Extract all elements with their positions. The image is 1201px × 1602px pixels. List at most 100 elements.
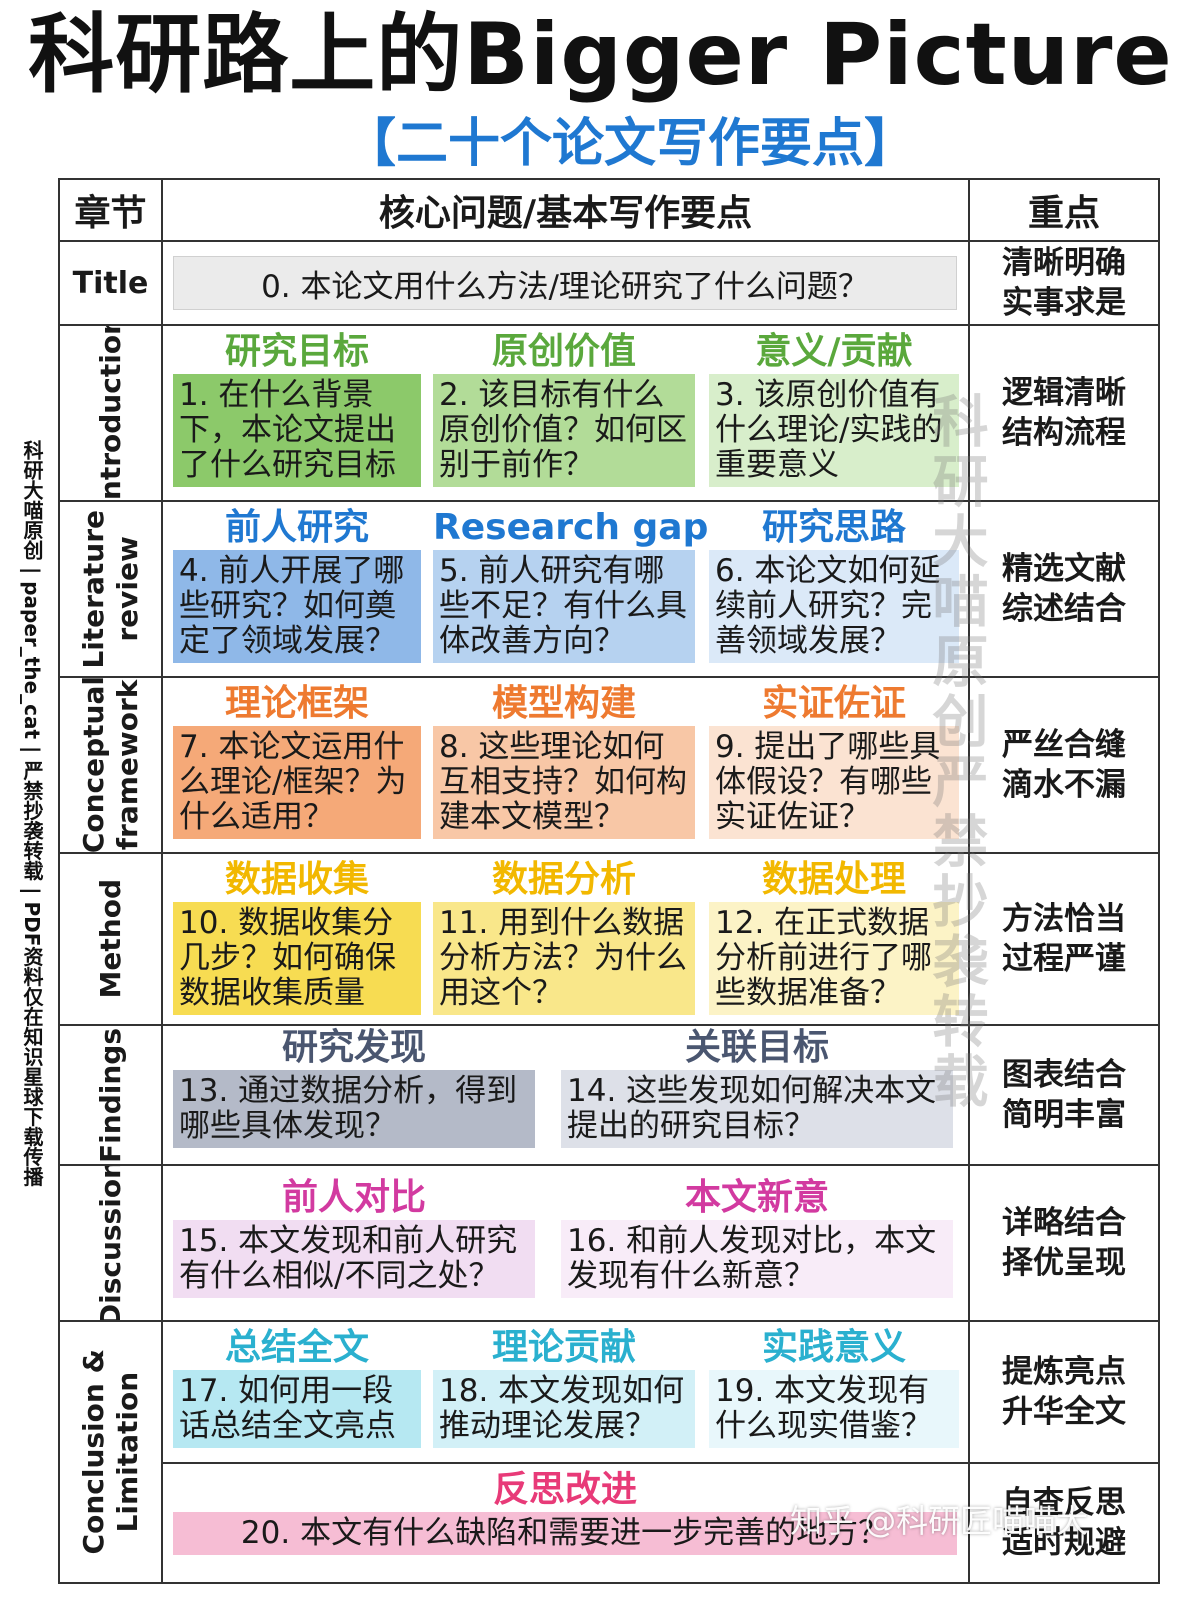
point-box: 18. 本文发现如何推动理论发展？ bbox=[433, 1370, 695, 1448]
page-subtitle: 【二十个论文写作要点】 bbox=[343, 114, 916, 174]
chapter-introduction: Introduction bbox=[60, 326, 163, 502]
discussion-content: 前人对比 15. 本文发现和前人研究有什么相似/不同之处？ 本文新意 16. 和… bbox=[163, 1166, 970, 1322]
point-column: 实证佐证 9. 提出了哪些具体假设？有哪些实证佐证？ bbox=[709, 678, 959, 852]
key-method: 方法恰当 过程严谨 bbox=[970, 854, 1160, 1026]
key-conclusion: 提炼亮点 升华全文 bbox=[970, 1322, 1160, 1464]
point-box: 16. 和前人发现对比，本文发现有什么新意？ bbox=[561, 1220, 953, 1298]
side-copyright-note: 科研大喵原创 | paper_the_cat | 严禁抄袭转载 | PDF资料仅… bbox=[20, 440, 44, 1187]
point-column: 前人研究 4. 前人开展了哪些研究？如何奠定了领域发展？ bbox=[173, 502, 421, 676]
point-box: 6. 本论文如何延续前人研究？完善领域发展？ bbox=[709, 550, 959, 663]
point-subtitle: 总结全文 bbox=[224, 1327, 369, 1368]
conceptual-content: 理论框架 7. 本论文运用什么理论/框架？为什么适用？ 模型构建 8. 这些理论… bbox=[163, 678, 970, 854]
point-subtitle: 数据处理 bbox=[761, 859, 906, 900]
point-box: 11. 用到什么数据分析方法？为什么用这个？ bbox=[433, 902, 695, 1015]
chapter-method: Method bbox=[60, 854, 163, 1026]
point-box: 4. 前人开展了哪些研究？如何奠定了领域发展？ bbox=[173, 550, 421, 663]
point-column: 数据收集 10. 数据收集分几步？如何确保数据收集质量 bbox=[173, 854, 421, 1024]
title-question-box: 0. 本论文用什么方法/理论研究了什么问题？ bbox=[173, 256, 957, 310]
point-subtitle: 反思改进 bbox=[492, 1469, 637, 1510]
point-column: 数据分析 11. 用到什么数据分析方法？为什么用这个？ bbox=[433, 854, 695, 1024]
point-box: 15. 本文发现和前人研究有什么相似/不同之处？ bbox=[173, 1220, 535, 1298]
point-box: 13. 通过数据分析，得到哪些具体发现？ bbox=[173, 1070, 535, 1148]
point-column: 实践意义 19. 本文发现有什么现实借鉴？ bbox=[709, 1322, 959, 1462]
point-subtitle: 原创价值 bbox=[491, 331, 636, 372]
point-column: 数据处理 12. 在正式数据分析前进行了哪些数据准备？ bbox=[709, 854, 959, 1024]
point-box: 3. 该原创价值有什么理论/实践的重要意义 bbox=[709, 374, 959, 487]
point-box: 14. 这些发现如何解决本文提出的研究目标？ bbox=[561, 1070, 953, 1148]
chapter-label: Conceptual framework bbox=[76, 678, 144, 854]
key-title: 清晰明确 实事求是 bbox=[970, 242, 1160, 326]
point-column: 意义/贡献 3. 该原创价值有什么理论/实践的重要意义 bbox=[709, 326, 959, 500]
chapter-title: Title bbox=[60, 242, 163, 326]
point-column: 反思改进 20. 本文有什么缺陷和需要进一步完善的地方？ bbox=[173, 1464, 957, 1582]
point-column: 理论贡献 18. 本文发现如何推动理论发展？ bbox=[433, 1322, 695, 1462]
point-column: 研究目标 1. 在什么背景下，本论文提出了什么研究目标 bbox=[173, 326, 421, 500]
key-reflection: 自查反思 适时规避 bbox=[970, 1464, 1160, 1584]
chapter-conclusion-limitation: Conclusion & Limitation bbox=[60, 1322, 163, 1584]
point-subtitle: 研究目标 bbox=[224, 331, 369, 372]
chapter-conceptual-framework: Conceptual framework bbox=[60, 678, 163, 854]
point-subtitle: Research gap bbox=[433, 507, 709, 548]
point-subtitle: 本文新意 bbox=[684, 1177, 829, 1218]
chapter-label: Conclusion & Limitation bbox=[76, 1349, 144, 1555]
point-subtitle: 理论贡献 bbox=[491, 1327, 636, 1368]
title-content: 0. 本论文用什么方法/理论研究了什么问题？ bbox=[163, 242, 970, 326]
point-box: 19. 本文发现有什么现实借鉴？ bbox=[709, 1370, 959, 1448]
point-subtitle: 研究发现 bbox=[281, 1027, 426, 1068]
point-subtitle: 数据收集 bbox=[224, 859, 369, 900]
conclusion-content: 总结全文 17. 如何用一段话总结全文亮点 理论贡献 18. 本文发现如何推动理… bbox=[163, 1322, 970, 1464]
point-column: 模型构建 8. 这些理论如何互相支持？如何构建本文模型？ bbox=[433, 678, 695, 852]
point-column: Research gap 5. 前人研究有哪些不足？有什么具体改善方向？ bbox=[433, 502, 709, 676]
point-box: 5. 前人研究有哪些不足？有什么具体改善方向？ bbox=[433, 550, 695, 663]
point-subtitle: 关联目标 bbox=[684, 1027, 829, 1068]
chapter-literature-review: Literature review bbox=[60, 502, 163, 678]
point-column: 研究发现 13. 通过数据分析，得到哪些具体发现？ bbox=[173, 1026, 535, 1164]
writing-points-table: 章节 核心问题/基本写作要点 重点 Title 0. 本论文用什么方法/理论研究… bbox=[58, 178, 1160, 1584]
point-box: 9. 提出了哪些具体假设？有哪些实证佐证？ bbox=[709, 726, 959, 839]
chapter-label: Literature review bbox=[76, 509, 144, 669]
header-core: 核心问题/基本写作要点 bbox=[163, 180, 970, 242]
page-title: 科研路上的Bigger Picture bbox=[28, 5, 1173, 105]
point-column: 本文新意 16. 和前人发现对比，本文发现有什么新意？ bbox=[561, 1172, 953, 1320]
point-subtitle: 模型构建 bbox=[491, 683, 636, 724]
point-subtitle: 数据分析 bbox=[491, 859, 636, 900]
chapter-findings: Findings bbox=[60, 1026, 163, 1166]
point-column: 总结全文 17. 如何用一段话总结全文亮点 bbox=[173, 1322, 421, 1462]
point-subtitle: 实证佐证 bbox=[761, 683, 906, 724]
point-subtitle: 意义/贡献 bbox=[755, 331, 913, 372]
point-box: 20. 本文有什么缺陷和需要进一步完善的地方？ bbox=[173, 1512, 957, 1555]
header-chapter: 章节 bbox=[60, 180, 163, 242]
point-column: 研究思路 6. 本论文如何延续前人研究？完善领域发展？ bbox=[709, 502, 959, 676]
header-key: 重点 bbox=[970, 180, 1160, 242]
key-conceptual-framework: 严丝合缝 滴水不漏 bbox=[970, 678, 1160, 854]
chapter-label: Findings bbox=[93, 1027, 127, 1163]
point-subtitle: 前人对比 bbox=[281, 1177, 426, 1218]
key-discussion: 详略结合 择优呈现 bbox=[970, 1166, 1160, 1322]
point-box: 2. 该目标有什么原创价值？如何区别于前作？ bbox=[433, 374, 695, 487]
point-box: 17. 如何用一段话总结全文亮点 bbox=[173, 1370, 421, 1448]
point-box: 10. 数据收集分几步？如何确保数据收集质量 bbox=[173, 902, 421, 1015]
key-findings: 图表结合 简明丰富 bbox=[970, 1026, 1160, 1166]
point-box: 7. 本论文运用什么理论/框架？为什么适用？ bbox=[173, 726, 421, 839]
point-box: 12. 在正式数据分析前进行了哪些数据准备？ bbox=[709, 902, 959, 1015]
point-subtitle: 理论框架 bbox=[224, 683, 369, 724]
chapter-label: Method bbox=[93, 879, 127, 999]
reflection-content: 反思改进 20. 本文有什么缺陷和需要进一步完善的地方？ bbox=[163, 1464, 970, 1584]
introduction-content: 研究目标 1. 在什么背景下，本论文提出了什么研究目标 原创价值 2. 该目标有… bbox=[163, 326, 970, 502]
literature-content: 前人研究 4. 前人开展了哪些研究？如何奠定了领域发展？ Research ga… bbox=[163, 502, 970, 678]
chapter-label: Title bbox=[72, 265, 149, 301]
point-subtitle: 前人研究 bbox=[224, 507, 369, 548]
point-subtitle: 研究思路 bbox=[761, 507, 906, 548]
key-literature-review: 精选文献 综述结合 bbox=[970, 502, 1160, 678]
chapter-label: Introduction bbox=[93, 326, 127, 502]
method-content: 数据收集 10. 数据收集分几步？如何确保数据收集质量 数据分析 11. 用到什… bbox=[163, 854, 970, 1026]
point-column: 理论框架 7. 本论文运用什么理论/框架？为什么适用？ bbox=[173, 678, 421, 852]
point-column: 原创价值 2. 该目标有什么原创价值？如何区别于前作？ bbox=[433, 326, 695, 500]
point-box: 8. 这些理论如何互相支持？如何构建本文模型？ bbox=[433, 726, 695, 839]
point-box: 1. 在什么背景下，本论文提出了什么研究目标 bbox=[173, 374, 421, 487]
key-introduction: 逻辑清晰 结构流程 bbox=[970, 326, 1160, 502]
point-column: 关联目标 14. 这些发现如何解决本文提出的研究目标？ bbox=[561, 1026, 953, 1164]
chapter-label: Discussion bbox=[93, 1166, 127, 1322]
point-column: 前人对比 15. 本文发现和前人研究有什么相似/不同之处？ bbox=[173, 1172, 535, 1320]
point-subtitle: 实践意义 bbox=[761, 1327, 906, 1368]
